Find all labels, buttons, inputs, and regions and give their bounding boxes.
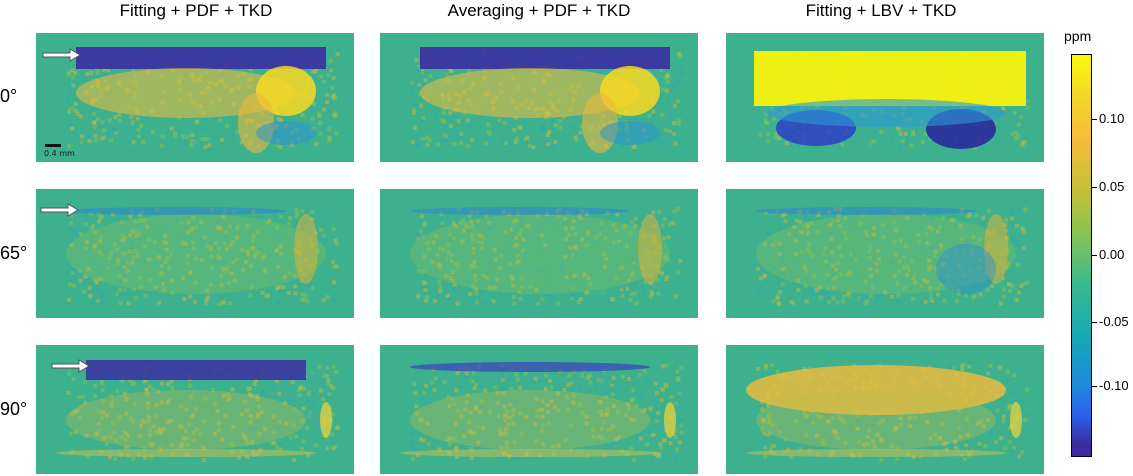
row-label-90-deg: 90° [0, 399, 28, 419]
row-label-65-deg: 65° [0, 243, 28, 263]
colorbar-tick [1091, 386, 1097, 387]
colorbar-tick [1091, 119, 1097, 120]
map-panel [380, 189, 698, 318]
colorbar-tick [1091, 187, 1097, 188]
arrow-icon [51, 359, 90, 373]
colorbar-tick-label: 0.05 [1099, 179, 1125, 194]
colorbar-tick [1091, 255, 1097, 256]
map-panel [36, 345, 354, 474]
map-panel [380, 33, 698, 162]
map-panel [726, 33, 1044, 162]
column-title-averaging-pdf-tkd: Averaging + PDF + TKD [447, 1, 631, 20]
map-panel [726, 189, 1044, 318]
colorbar-unit: ppm [1064, 28, 1092, 44]
arrow-icon [40, 203, 79, 217]
scale-bar [45, 144, 61, 147]
colorbar-tick-label: -0.05 [1099, 314, 1129, 329]
map-panel [380, 345, 698, 474]
map-panel [36, 33, 354, 162]
map-panel [726, 345, 1044, 474]
colorbar-tick-label: 0.10 [1099, 111, 1125, 126]
row-label-0-deg: 0° [0, 86, 18, 106]
colorbar-tick [1091, 322, 1097, 323]
column-title-fitting-pdf-tkd: Fitting + PDF + TKD [119, 1, 273, 20]
map-panel [36, 189, 354, 318]
column-title-fitting-lbv-tkd: Fitting + LBV + TKD [805, 1, 957, 20]
scale-bar-label: 0.4 mm [44, 149, 75, 158]
colorbar-tick-label: -0.10 [1099, 378, 1129, 393]
arrow-icon [42, 48, 81, 62]
colorbar [1071, 54, 1092, 457]
colorbar-tick-label: 0.00 [1099, 247, 1125, 262]
